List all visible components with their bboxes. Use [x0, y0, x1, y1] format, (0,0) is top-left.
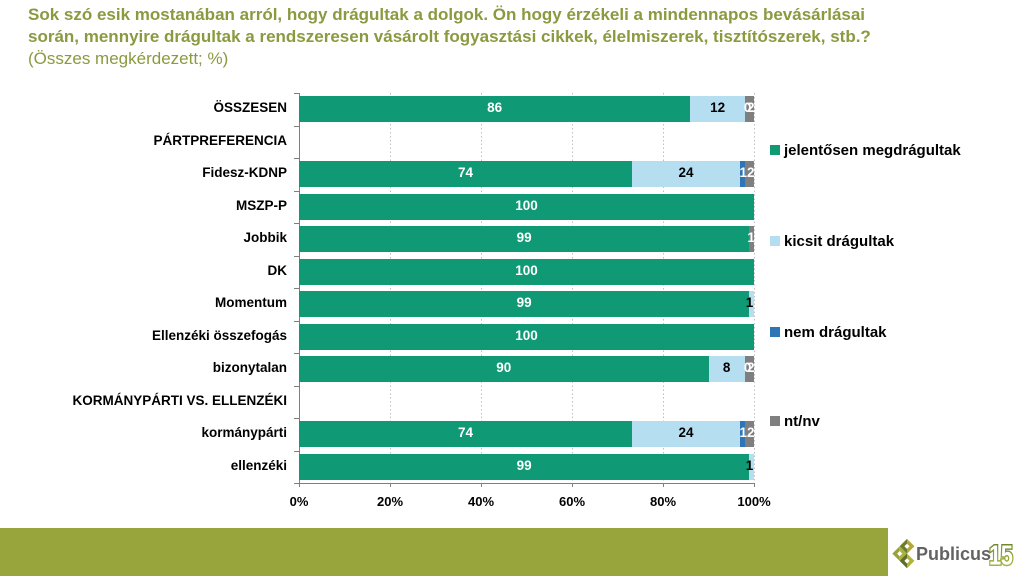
svg-text:15: 15 [989, 540, 1013, 570]
